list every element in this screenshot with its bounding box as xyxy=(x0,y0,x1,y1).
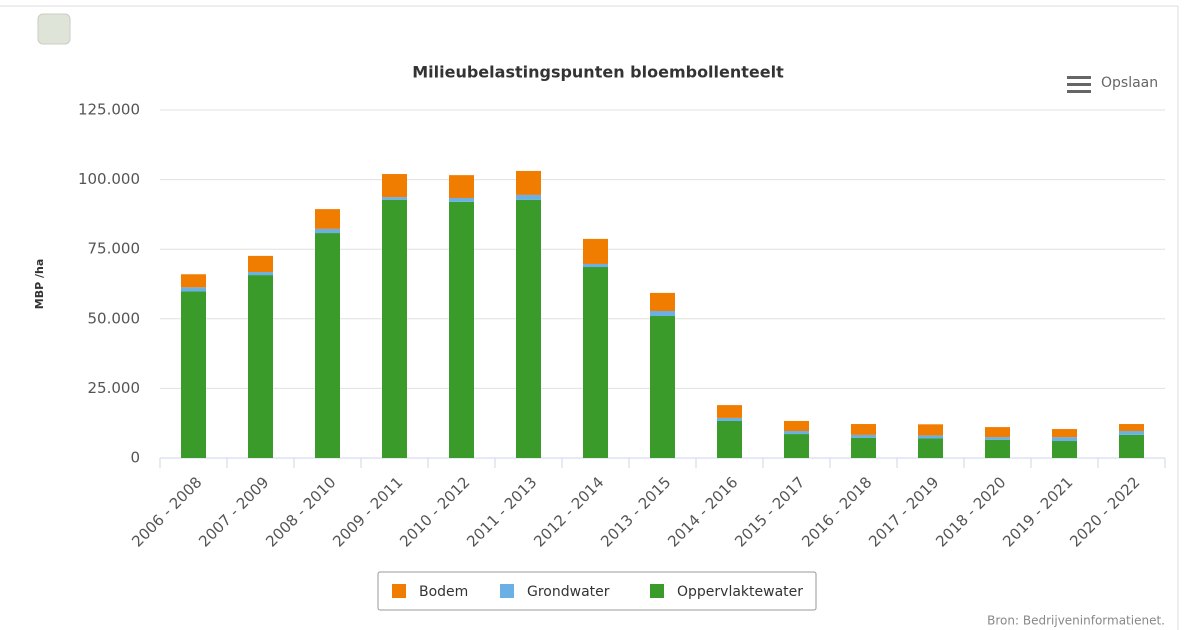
bar-segment xyxy=(717,417,742,421)
y-tick-label: 75.000 xyxy=(88,240,141,258)
bar-segment xyxy=(918,438,943,458)
bar-segment xyxy=(181,274,206,288)
y-tick-label: 125.000 xyxy=(78,101,140,119)
bar-segment xyxy=(315,233,340,458)
bar-segment xyxy=(449,175,474,198)
bar-segment xyxy=(1052,441,1077,458)
x-tick-label: 2016 - 2018 xyxy=(798,473,875,550)
legend-label: Grondwater xyxy=(527,584,610,600)
menu-label[interactable]: Opslaan xyxy=(1101,75,1158,91)
bar-segment xyxy=(784,430,809,435)
bar-segment xyxy=(449,201,474,458)
x-tick-label: 2017 - 2019 xyxy=(865,473,942,550)
chart-title: Milieubelastingspunten bloembollenteelt xyxy=(412,63,784,82)
x-tick-label: 2011 - 2013 xyxy=(463,473,540,550)
y-axis-label: MBP /ha xyxy=(33,259,46,310)
x-tick-label: 2015 - 2017 xyxy=(731,473,808,550)
bar-segment xyxy=(181,287,206,292)
bar-segment xyxy=(650,311,675,317)
bar-segment xyxy=(717,420,742,458)
menu-icon xyxy=(1067,83,1091,86)
x-tick-label: 2020 - 2022 xyxy=(1066,473,1143,550)
legend-swatch xyxy=(392,584,406,598)
bar-segment xyxy=(650,316,675,458)
y-tick-label: 25.000 xyxy=(88,379,141,397)
y-tick-label: 0 xyxy=(130,449,140,467)
menu-icon xyxy=(1067,76,1091,79)
bar-segment xyxy=(851,424,876,435)
bar-segment xyxy=(583,238,608,264)
menu-icon xyxy=(1067,90,1091,93)
legend-swatch xyxy=(650,584,664,598)
bar-segment xyxy=(1052,437,1077,442)
bar-segment xyxy=(1052,429,1077,438)
menu-button[interactable]: Opslaan xyxy=(1067,75,1158,93)
x-tick-label: 2009 - 2011 xyxy=(329,473,406,550)
x-tick-label: 2006 - 2008 xyxy=(128,473,205,550)
bar-segment xyxy=(650,292,675,312)
bar-segment xyxy=(516,194,541,200)
legend-swatch xyxy=(500,584,514,598)
bar-segment xyxy=(985,437,1010,440)
x-tick-label: 2012 - 2014 xyxy=(530,473,607,550)
y-tick-label: 100.000 xyxy=(78,170,140,188)
y-tick-label: 50.000 xyxy=(88,309,141,327)
bar-segment xyxy=(181,291,206,458)
bar-segment xyxy=(784,420,809,431)
x-tick-label: 2007 - 2009 xyxy=(195,473,272,550)
bar-segment xyxy=(315,228,340,234)
bar-segment xyxy=(985,439,1010,458)
bar-segment xyxy=(918,424,943,436)
bar-segment xyxy=(583,263,608,268)
bar-segment xyxy=(583,267,608,458)
legend xyxy=(377,571,817,611)
bar-segment xyxy=(851,437,876,458)
bar-segment xyxy=(382,174,407,198)
bar-segment xyxy=(248,255,273,273)
x-tick-label: 2008 - 2010 xyxy=(262,473,339,550)
bar-segment xyxy=(717,405,742,418)
bar-segment xyxy=(516,199,541,458)
legend-label: Bodem xyxy=(419,584,468,600)
bar-segment xyxy=(516,170,541,195)
bar-segment xyxy=(382,197,407,200)
bar-segment xyxy=(918,435,943,439)
x-tick-label: 2013 - 2015 xyxy=(597,473,674,550)
bar-segment xyxy=(1119,434,1144,458)
bar-segment xyxy=(315,209,340,229)
bar-segment xyxy=(784,434,809,458)
x-tick-label: 2010 - 2012 xyxy=(396,473,473,550)
bar-segment xyxy=(248,275,273,458)
bar-segment xyxy=(985,427,1010,438)
source: Bron: Bedrijveninformatienet. xyxy=(987,614,1165,628)
bar-segment xyxy=(382,199,407,458)
x-tick-label: 2014 - 2016 xyxy=(664,473,741,550)
legend-label: Oppervlaktewater xyxy=(677,584,803,600)
x-tick-label: 2019 - 2021 xyxy=(999,473,1076,550)
bar-segment xyxy=(851,434,876,438)
bar-segment xyxy=(248,272,273,276)
bar-segment xyxy=(449,197,474,202)
button[interactable] xyxy=(37,13,71,45)
x-tick-label: 2018 - 2020 xyxy=(932,473,1009,550)
bar-segment xyxy=(1119,430,1144,435)
bar-segment xyxy=(1119,424,1144,431)
